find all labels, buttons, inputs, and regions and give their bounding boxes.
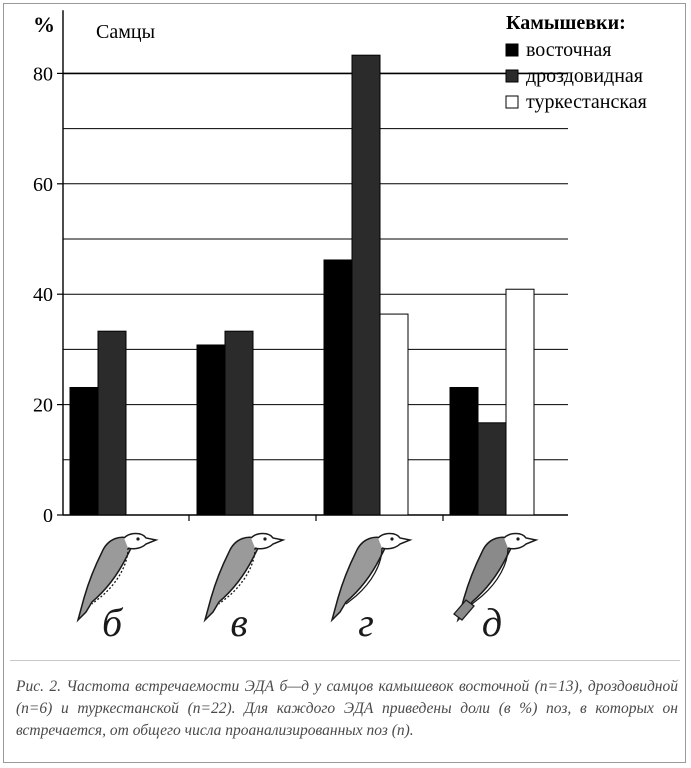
- bar-1-cat-4: [449, 386, 479, 516]
- bar-chart: 0 20 40 60 80% Самцы б в г д Камышевки: восточная др…: [33, 10, 647, 645]
- bar-3-cat-3: [379, 313, 409, 516]
- bird-posture-icon: [203, 532, 286, 623]
- bird-posture-icon: [330, 532, 413, 623]
- y-tick-label: 0: [43, 505, 53, 527]
- legend-label: дроздовидная: [526, 65, 643, 87]
- bar-1-cat-3: [323, 259, 353, 516]
- bar-2-cat-2: [224, 330, 254, 516]
- bird-posture-icon: [453, 532, 539, 623]
- legend-swatch: [505, 43, 519, 57]
- legend-title: Камышевки:: [506, 12, 626, 34]
- legend-label: туркестанская: [526, 91, 647, 113]
- y-tick-label: 40: [33, 284, 53, 306]
- y-axis-label: %: [33, 12, 55, 37]
- bar-1-cat-2: [196, 344, 226, 516]
- category-label: б: [102, 600, 124, 645]
- bar-3-cat-4: [505, 288, 535, 516]
- bar-2-cat-3: [351, 54, 381, 516]
- bar-2-cat-1: [97, 330, 127, 516]
- caption-separator: [10, 660, 680, 661]
- legend-swatch: [505, 95, 519, 109]
- legend-swatch: [505, 69, 519, 83]
- category-label: в: [230, 600, 247, 645]
- chart-subtitle: Самцы: [96, 21, 155, 43]
- y-tick-label: 80: [33, 63, 53, 85]
- category-label: г: [358, 600, 374, 645]
- bar-2-cat-4: [477, 422, 507, 516]
- bird-posture-icon: [76, 532, 159, 623]
- legend-label: восточная: [526, 39, 611, 61]
- category-label: д: [482, 600, 502, 645]
- figure-caption: Рис. 2. Частота встречаемости ЭДА б—д у …: [16, 678, 678, 739]
- bar-1-cat-1: [69, 386, 99, 516]
- y-tick-label: 20: [33, 395, 53, 417]
- y-tick-label: 60: [33, 174, 53, 196]
